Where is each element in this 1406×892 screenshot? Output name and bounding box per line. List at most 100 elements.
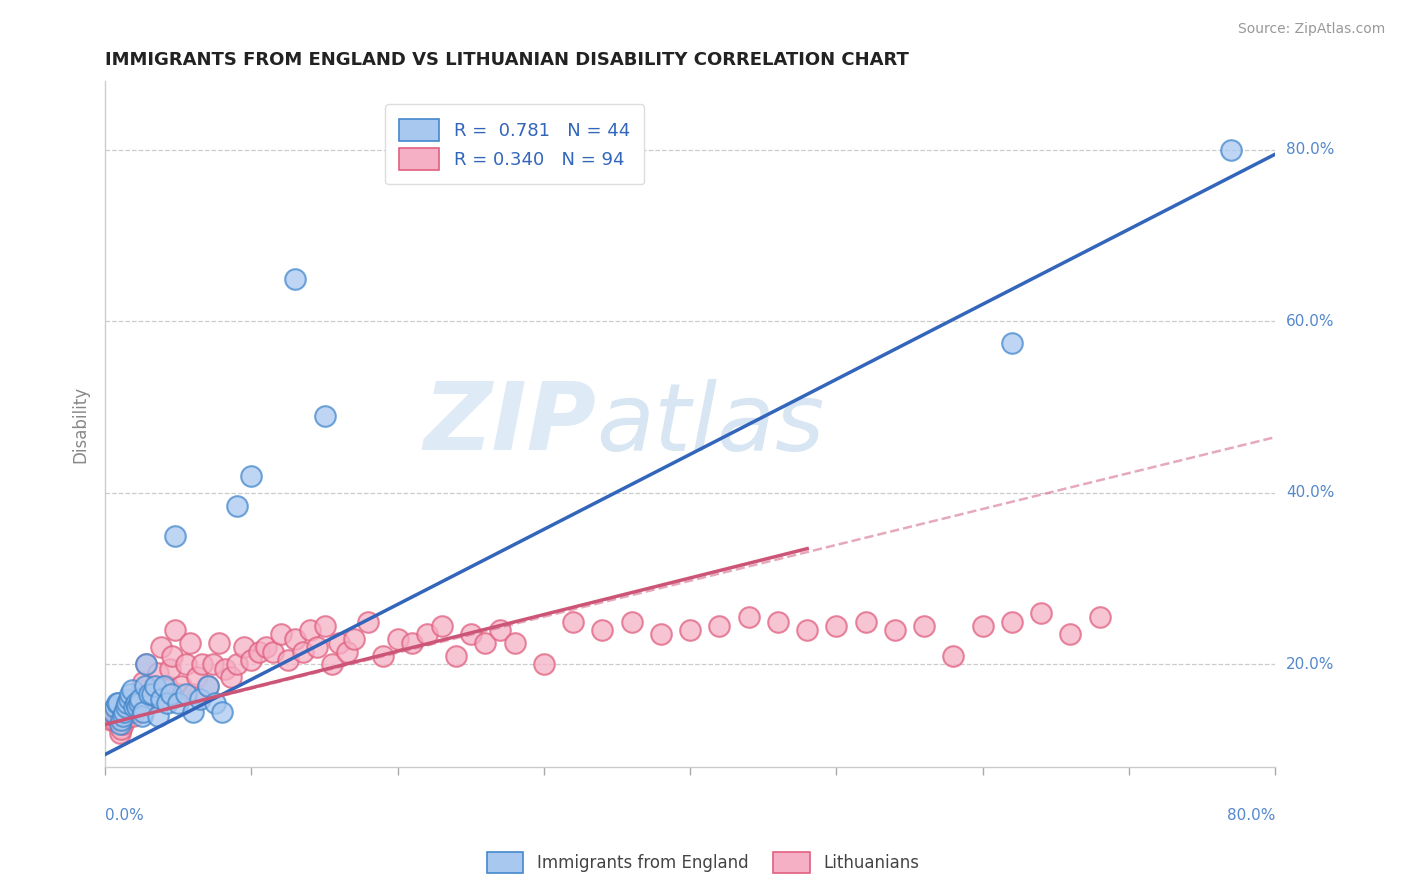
Point [912, 619, 935, 633]
Point [114, 700, 136, 714]
Point [124, 700, 146, 714]
Point [107, 713, 129, 727]
Point [105, 696, 128, 710]
Point [152, 691, 174, 706]
Point [122, 708, 145, 723]
Text: 40.0%: 40.0% [1286, 485, 1334, 500]
Point [225, 657, 247, 672]
Legend: R =  0.781   N = 44, R = 0.340   N = 94: R = 0.781 N = 44, R = 0.340 N = 94 [385, 104, 644, 185]
Point [371, 648, 394, 663]
Point [197, 679, 219, 693]
Point [141, 687, 163, 701]
Point [143, 679, 166, 693]
Point [650, 627, 672, 641]
Point [167, 696, 190, 710]
Point [129, 687, 152, 701]
Point [170, 679, 193, 693]
Point [972, 619, 994, 633]
Point [208, 636, 231, 650]
Point [165, 623, 187, 637]
Point [204, 696, 226, 710]
Point [1031, 606, 1053, 620]
Point [737, 610, 759, 624]
Point [298, 623, 321, 637]
Text: 0.0%: 0.0% [105, 808, 143, 823]
Point [146, 708, 169, 723]
Point [108, 726, 131, 740]
Point [104, 708, 127, 723]
Point [174, 687, 197, 701]
Text: 80.0%: 80.0% [1227, 808, 1275, 823]
Point [219, 670, 242, 684]
Point [240, 653, 263, 667]
Point [247, 644, 270, 658]
Point [709, 619, 731, 633]
Point [186, 670, 208, 684]
Point [128, 696, 150, 710]
Point [1001, 335, 1024, 350]
Point [131, 683, 153, 698]
Point [357, 615, 380, 629]
Point [112, 705, 135, 719]
Point [343, 632, 366, 646]
Point [766, 615, 789, 629]
Point [188, 691, 211, 706]
Point [132, 705, 155, 719]
Point [240, 468, 263, 483]
Point [138, 687, 160, 701]
Text: 80.0%: 80.0% [1286, 143, 1334, 158]
Point [104, 700, 127, 714]
Point [120, 696, 142, 710]
Point [679, 623, 702, 637]
Point [117, 691, 139, 706]
Point [156, 679, 179, 693]
Point [125, 700, 148, 714]
Legend: Immigrants from England, Lithuanians: Immigrants from England, Lithuanians [479, 846, 927, 880]
Point [101, 705, 124, 719]
Point [314, 619, 336, 633]
Point [131, 708, 153, 723]
Point [474, 636, 496, 650]
Point [110, 713, 132, 727]
Point [112, 713, 135, 727]
Point [127, 696, 149, 710]
Text: 20.0%: 20.0% [1286, 657, 1334, 672]
Text: Source: ZipAtlas.com: Source: ZipAtlas.com [1237, 22, 1385, 37]
Point [620, 615, 643, 629]
Point [254, 640, 277, 655]
Point [591, 623, 613, 637]
Point [202, 657, 225, 672]
Point [115, 705, 138, 719]
Point [110, 722, 132, 736]
Point [796, 623, 818, 637]
Point [884, 623, 907, 637]
Point [1059, 627, 1081, 641]
Point [562, 615, 585, 629]
Point [416, 627, 439, 641]
Point [314, 409, 336, 423]
Text: 60.0%: 60.0% [1286, 314, 1334, 329]
Y-axis label: Disability: Disability [72, 385, 89, 463]
Point [190, 657, 212, 672]
Point [141, 687, 163, 701]
Point [270, 627, 292, 641]
Point [277, 653, 299, 667]
Point [211, 705, 233, 719]
Point [149, 691, 172, 706]
Point [179, 636, 201, 650]
Point [335, 644, 357, 658]
Point [121, 683, 143, 698]
Point [101, 708, 124, 723]
Point [162, 648, 184, 663]
Point [855, 615, 877, 629]
Point [387, 632, 409, 646]
Point [225, 499, 247, 513]
Point [167, 687, 190, 701]
Point [108, 717, 131, 731]
Point [124, 705, 146, 719]
Point [262, 644, 284, 658]
Point [143, 679, 166, 693]
Point [117, 700, 139, 714]
Point [197, 679, 219, 693]
Point [284, 271, 307, 285]
